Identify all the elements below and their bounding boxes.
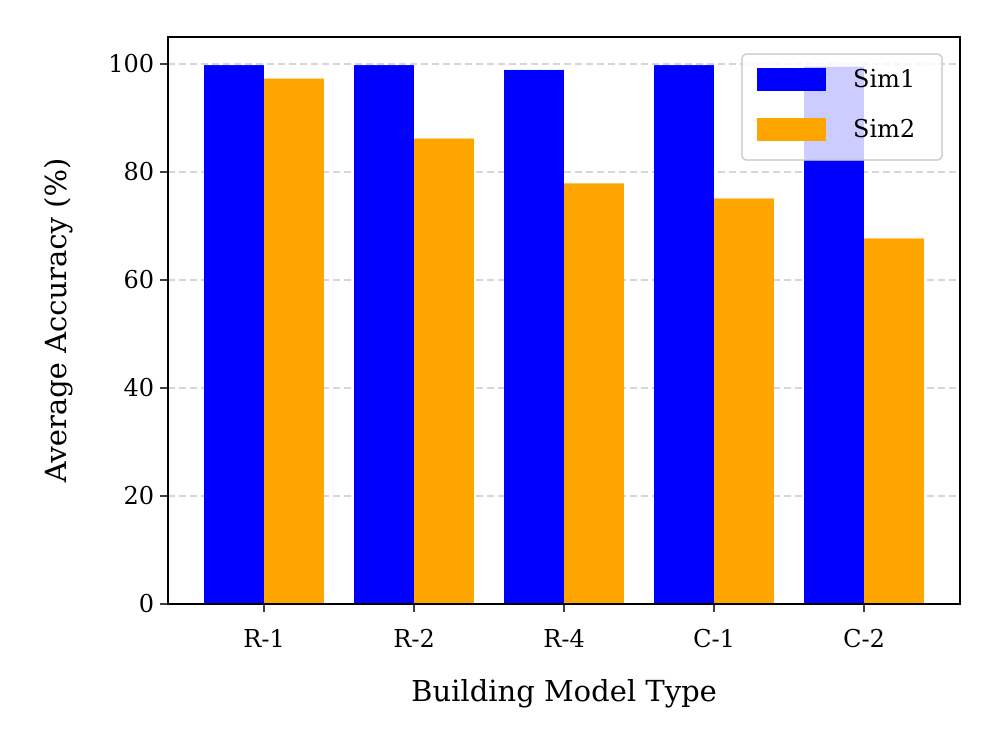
y-tick-label-40: 40 bbox=[123, 374, 154, 402]
x-tick-label-r-2: R-2 bbox=[393, 625, 434, 653]
y-tick-label-60: 60 bbox=[123, 266, 154, 294]
y-tick-label-20: 20 bbox=[123, 482, 154, 510]
legend-swatch-sim2 bbox=[757, 118, 826, 141]
x-tick-label-c-1: C-1 bbox=[693, 625, 735, 653]
bar-sim1-r-4 bbox=[504, 69, 564, 604]
legend-label-sim2: Sim2 bbox=[853, 115, 915, 143]
bar-sim2-c-2 bbox=[864, 238, 924, 605]
y-axis-label: Average Accuracy (%) bbox=[39, 158, 73, 484]
bar-sim1-r-2 bbox=[354, 65, 414, 604]
legend-swatch-sim1 bbox=[757, 68, 826, 91]
y-tick-label-100: 100 bbox=[108, 50, 154, 78]
bar-sim1-r-1 bbox=[204, 65, 264, 604]
bar-sim2-c-1 bbox=[714, 198, 774, 604]
bar-sim1-c-1 bbox=[654, 65, 714, 604]
x-axis-label: Building Model Type bbox=[411, 674, 717, 708]
y-tick-label-80: 80 bbox=[123, 158, 154, 186]
bar-sim2-r-4 bbox=[564, 183, 624, 604]
bars bbox=[204, 65, 924, 605]
x-tick-label-r-4: R-4 bbox=[543, 625, 584, 653]
x-tick-label-r-1: R-1 bbox=[243, 625, 284, 653]
bar-sim2-r-2 bbox=[414, 138, 474, 604]
ticks: 0 20 40 60 80 100 R-1 R-2 R-4 C-1 C-2 bbox=[108, 50, 885, 653]
y-tick-label-0: 0 bbox=[139, 590, 154, 618]
x-tick-label-c-2: C-2 bbox=[843, 625, 885, 653]
legend: Sim1 Sim2 bbox=[741, 53, 943, 161]
bar-sim2-r-1 bbox=[264, 78, 324, 604]
legend-label-sim1: Sim1 bbox=[853, 65, 915, 93]
